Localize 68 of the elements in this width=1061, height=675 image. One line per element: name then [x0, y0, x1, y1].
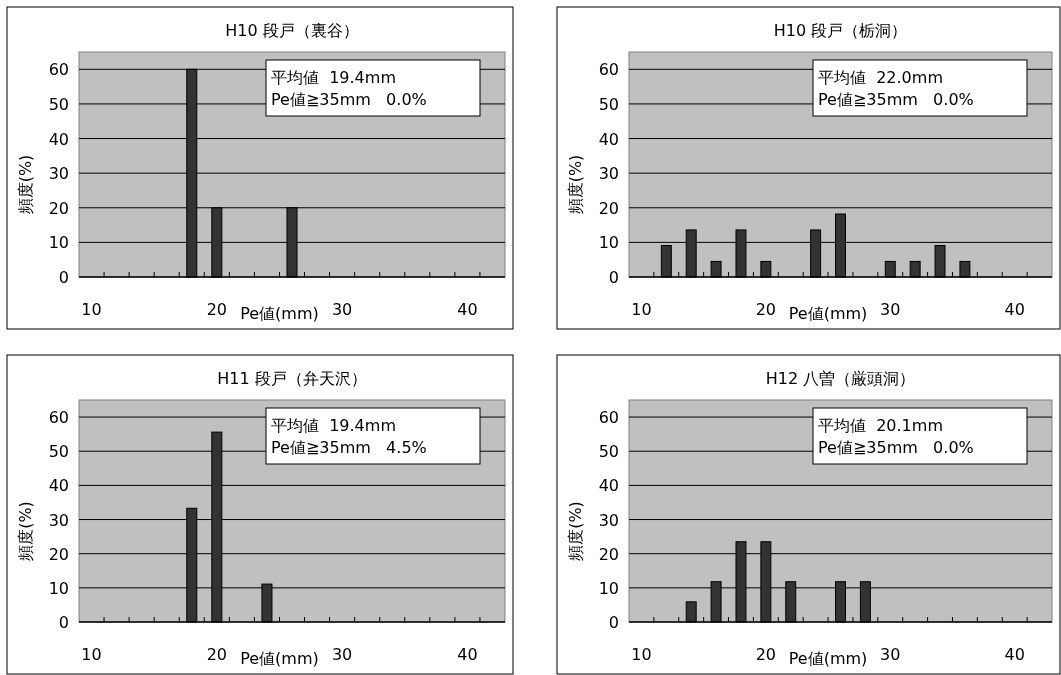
- y-tick-label: 50: [598, 94, 619, 114]
- chart-title: H10 段戸（裏谷）: [225, 21, 359, 40]
- x-tick-label: 10: [81, 645, 102, 664]
- y-tick-label: 0: [608, 613, 619, 632]
- y-tick-label: 40: [48, 476, 69, 496]
- y-tick-label: 40: [48, 129, 69, 149]
- y-axis-title: 頻度(%): [16, 501, 35, 561]
- annotation: Pe値≧35mm 0.0%: [271, 90, 427, 109]
- y-tick-label: 60: [48, 408, 69, 428]
- annotation: Pe値≧35mm 4.5%: [271, 438, 427, 457]
- annotation: 平均値 22.0mm: [818, 68, 943, 87]
- y-tick-label: 0: [608, 268, 619, 287]
- y-tick-label: 20: [48, 544, 69, 564]
- annotation: 平均値 19.4mm: [271, 416, 396, 435]
- y-tick-label: 30: [598, 510, 619, 530]
- y-tick-label: 10: [598, 578, 619, 598]
- y-tick-label: 30: [48, 164, 69, 184]
- annotation: 平均値 20.1mm: [818, 416, 943, 435]
- annotation: 平均値 19.4mm: [271, 68, 396, 87]
- x-tick-label: 20: [206, 300, 227, 319]
- y-tick-label: 50: [48, 94, 69, 114]
- annotation: Pe値≧35mm 0.0%: [818, 90, 974, 109]
- y-tick-label: 50: [48, 442, 69, 462]
- note-box: 平均値 19.4mm Pe値≧35mm 0.0%: [265, 59, 481, 117]
- y-tick-label: 40: [598, 129, 619, 149]
- y-tick-label: 60: [48, 60, 69, 80]
- x-tick-label: 30: [331, 645, 353, 664]
- annotation: Pe値≧35mm 0.0%: [818, 438, 974, 457]
- x-axis-title: Pe値(mm): [788, 304, 868, 323]
- x-axis-title: Pe値(mm): [788, 649, 868, 668]
- x-tick-label: 30: [331, 300, 353, 319]
- x-tick-label: 30: [880, 300, 901, 319]
- y-tick-label: 30: [598, 164, 619, 184]
- y-tick-label: 10: [598, 233, 619, 253]
- y-axis-title: 頻度(%): [16, 154, 35, 215]
- x-tick-label: 10: [631, 300, 652, 319]
- y-tick-label: 10: [48, 233, 69, 253]
- x-tick-label: 40: [457, 300, 478, 319]
- x-tick-label: 20: [755, 300, 777, 319]
- chart-title: H11 段戸（弁天沢）: [217, 369, 367, 388]
- y-tick-label: 10: [48, 578, 69, 598]
- y-tick-label: 60: [598, 60, 619, 80]
- y-tick-label: 0: [58, 268, 69, 287]
- y-tick-label: 20: [598, 544, 619, 564]
- y-axis-title: 頻度(%): [566, 154, 585, 215]
- x-tick-label: 30: [880, 645, 901, 664]
- y-tick-label: 20: [598, 198, 619, 218]
- chart-title: H10 段戸（栃洞）: [773, 21, 908, 40]
- x-axis-title: Pe値(mm): [240, 304, 319, 323]
- x-tick-label: 40: [457, 645, 478, 664]
- chart-title: H12 八曽（厳頭洞）: [765, 369, 916, 388]
- x-tick-label: 20: [755, 645, 777, 664]
- y-tick-label: 30: [48, 510, 69, 530]
- x-tick-label: 20: [206, 645, 227, 664]
- y-axis-title: 頻度(%): [566, 501, 585, 561]
- x-tick-label: 10: [81, 300, 102, 319]
- y-tick-label: 20: [48, 198, 69, 218]
- x-tick-label: 40: [1004, 645, 1025, 664]
- x-tick-label: 40: [1004, 300, 1025, 319]
- y-tick-label: 0: [58, 613, 69, 632]
- note-box: 平均値 22.0mm Pe値≧35mm 0.0%: [812, 59, 1028, 117]
- y-tick-label: 60: [598, 408, 619, 428]
- note-box: 平均値 19.4mm Pe値≧35mm 4.5%: [265, 407, 481, 465]
- y-tick-label: 40: [598, 476, 619, 496]
- x-axis-title: Pe値(mm): [240, 649, 319, 668]
- note-box: 平均値 20.1mm Pe値≧35mm 0.0%: [812, 407, 1028, 465]
- x-tick-label: 10: [631, 645, 652, 664]
- y-tick-label: 50: [598, 442, 619, 462]
